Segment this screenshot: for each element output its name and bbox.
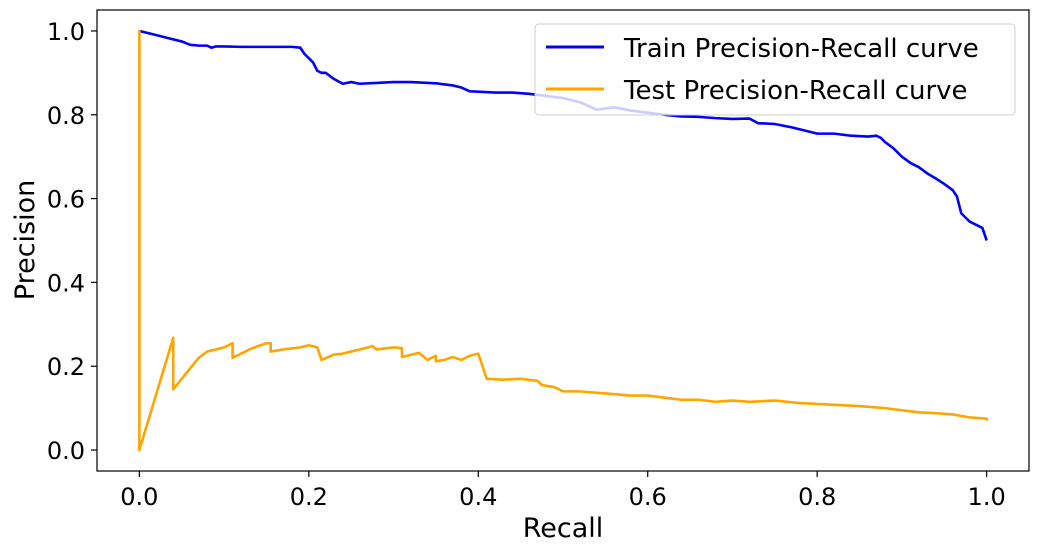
x-tick-label: 0.4 bbox=[459, 483, 497, 511]
y-tick-label: 0.2 bbox=[47, 353, 85, 381]
y-tick-label: 1.0 bbox=[47, 18, 85, 46]
x-tick-label: 0.2 bbox=[290, 483, 328, 511]
y-axis-label: Precision bbox=[10, 180, 41, 300]
y-tick-label: 0.0 bbox=[47, 437, 85, 465]
x-tick-label: 0.6 bbox=[629, 483, 667, 511]
ticks-layer: 0.0 0.2 0.4 0.6 0.8 1.0 0.0 0.2 0.4 0.6 0.8 1.0 bbox=[47, 18, 1006, 511]
y-tick-label: 0.4 bbox=[47, 269, 85, 297]
y-tick-label: 0.8 bbox=[47, 102, 85, 130]
x-tick-label: 1.0 bbox=[968, 483, 1006, 511]
legend-label-test: Test Precision-Recall curve bbox=[623, 76, 968, 106]
x-axis-label: Recall bbox=[523, 513, 604, 544]
series-line-1 bbox=[138, 29, 988, 452]
x-tick-label: 0.8 bbox=[798, 483, 836, 511]
legend: Train Precision-Recall curve Test Precis… bbox=[534, 23, 1016, 116]
legend-label-train: Train Precision-Recall curve bbox=[623, 34, 979, 64]
y-tick-label: 0.6 bbox=[47, 186, 85, 214]
plot-frame bbox=[96, 9, 1030, 472]
legend-box bbox=[534, 23, 1016, 116]
x-tick-label: 0.0 bbox=[120, 483, 158, 511]
